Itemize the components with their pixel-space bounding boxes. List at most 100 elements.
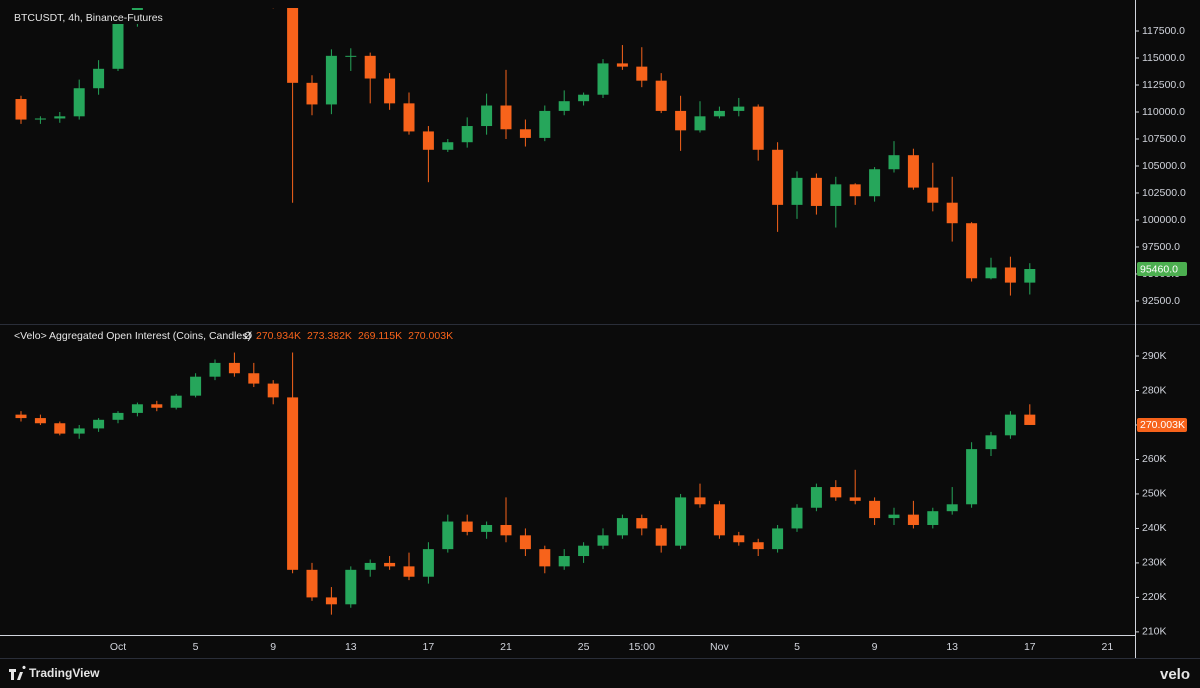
candle-body: [73, 88, 85, 117]
candle-body: [422, 549, 434, 577]
candle-body: [112, 22, 124, 69]
candle-body: [287, 8, 299, 83]
y-tick-label: 230K: [1142, 557, 1167, 569]
candle-body: [927, 511, 939, 525]
candle-body: [539, 549, 551, 567]
axes: 117500.0 115000.0 112500.0 110000.0 107500.0…: [110, 25, 1187, 653]
candle-body: [946, 202, 958, 224]
candle-body: [636, 518, 648, 529]
candle-body: [500, 524, 512, 536]
candle-body: [849, 184, 861, 197]
candle-body: [985, 267, 997, 279]
x-tick-label: 5: [794, 641, 800, 653]
x-tick-label: 15:00: [629, 641, 655, 653]
candle-body: [752, 106, 764, 150]
candle-body: [869, 500, 881, 519]
legend-value: 269.115K: [358, 330, 402, 342]
y-tick-label: 210K: [1142, 626, 1167, 638]
candle-body: [325, 55, 337, 105]
candle-body: [539, 110, 551, 138]
y-tick-label: 112500.0: [1142, 79, 1185, 91]
candle-body: [306, 82, 318, 105]
candle-body: [151, 404, 163, 408]
y-tick-label: 107500.0: [1142, 133, 1186, 145]
oi-legend: Ø 270.934K 273.382K 269.115K 270.003K: [244, 330, 453, 342]
candle-body: [946, 504, 958, 512]
candle-body: [384, 562, 396, 567]
candle-body: [1004, 414, 1016, 436]
x-tick-label: 9: [270, 641, 276, 653]
title-bg: [4, 10, 154, 24]
y-tick-label: 115000.0: [1142, 52, 1185, 64]
candle-body: [675, 497, 687, 546]
legend-value: 270.003K: [408, 330, 453, 342]
candle-body: [888, 155, 900, 170]
last-value-label: 270.003K: [1140, 419, 1185, 431]
candle-body: [655, 80, 667, 111]
candle-body: [888, 514, 900, 519]
candle-body: [422, 131, 434, 150]
candle-body: [713, 110, 725, 117]
candle-body: [694, 497, 706, 505]
candle-body: [733, 535, 745, 543]
candle-body: [345, 55, 357, 57]
x-tick-label: 5: [193, 641, 199, 653]
candle-body: [190, 376, 202, 396]
candle-body: [597, 63, 609, 95]
candle-body: [364, 55, 376, 79]
candle-body: [325, 597, 337, 605]
candle-body: [558, 556, 570, 567]
candle-body: [209, 362, 221, 377]
legend-symbol: Ø: [244, 330, 252, 342]
candle-body: [228, 362, 240, 374]
y-tick-label: 102500.0: [1142, 187, 1186, 199]
candle-body: [810, 177, 822, 206]
candle-body: [131, 404, 143, 413]
y-tick-label: 92500.0: [1142, 295, 1180, 307]
x-tick-label: 21: [1102, 641, 1114, 653]
last-value-label: 95460.0: [1140, 263, 1178, 275]
candle-body: [830, 487, 842, 498]
candle-body: [907, 155, 919, 188]
x-tick-label: Oct: [110, 641, 126, 653]
candle-body: [966, 223, 978, 279]
candle-body: [655, 528, 667, 546]
candle-body: [752, 542, 764, 550]
candle-body: [519, 129, 531, 138]
candle-body: [93, 419, 105, 429]
candle-body: [694, 116, 706, 131]
pane-title: BTCUSDT, 4h, Binance-Futures: [14, 12, 163, 24]
candle-body: [442, 142, 454, 150]
candle-body: [966, 449, 978, 505]
oi-pane: [15, 352, 1036, 615]
candle-body: [267, 383, 279, 398]
candle-body: [558, 101, 570, 111]
brand: TradingView: [29, 666, 100, 680]
y-tick-label: 117500.0: [1142, 25, 1185, 37]
candle-body: [112, 412, 124, 420]
watermark: velo: [1160, 666, 1190, 683]
candle-body: [772, 528, 784, 550]
candle-body: [54, 423, 66, 434]
candle-body: [616, 518, 628, 536]
candle-body: [461, 126, 473, 143]
candle-body: [810, 487, 822, 508]
candle-body: [384, 78, 396, 104]
candle-body: [15, 414, 27, 419]
candle-body: [73, 428, 85, 434]
candle-body: [830, 184, 842, 206]
candle-body: [616, 63, 628, 67]
candle-body: [500, 105, 512, 130]
candle-body: [578, 94, 590, 102]
x-tick-label: 13: [345, 641, 357, 653]
candle-body: [791, 177, 803, 205]
x-tick-label: 13: [946, 641, 958, 653]
candle-body: [849, 497, 861, 501]
x-tick-label: 21: [500, 641, 512, 653]
y-tick-label: 260K: [1142, 453, 1167, 465]
legend-value: 273.382K: [307, 330, 352, 342]
x-tick-label: 17: [1024, 641, 1036, 653]
candle-body: [927, 187, 939, 203]
